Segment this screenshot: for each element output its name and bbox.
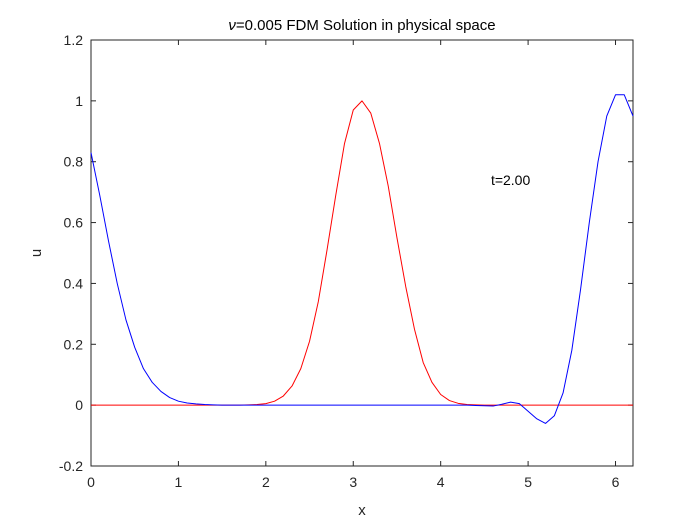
y-tick-label: 0.2 [64,336,84,352]
y-tick-label: 0.6 [64,215,84,231]
series-group [90,94,634,424]
y-axis-label: u [28,249,45,257]
series-line-2 [90,94,634,424]
y-tick-label: 0 [75,397,83,413]
y-tick-label: 0.8 [64,154,84,170]
x-tick-label: 3 [349,474,357,490]
x-tick-label: 5 [524,474,532,490]
y-tick-label: -0.2 [59,458,83,474]
y-tick-label: 1.2 [64,32,84,48]
time-annotation: t=2.00 [491,172,531,188]
x-tick-label: 1 [175,474,183,490]
x-tick-label: 4 [437,474,445,490]
x-axis-label: x [358,502,366,519]
axes-box [90,39,634,467]
chart-title-symbol: ν [228,17,236,34]
series-line-1 [91,100,633,406]
chart-title-rest: =0.005 FDM Solution in physical space [236,17,496,34]
chart-title: ν=0.005 FDM Solution in physical space [228,17,495,34]
x-tick-label: 6 [612,474,620,490]
y-tick-label: 0.4 [64,275,84,291]
y-tick-label: 1 [75,93,83,109]
y-axis-ticks: -0.2 0 0.2 0.4 0.6 0.8 1 1.2 [59,32,633,474]
x-axis-ticks: 0 1 2 3 4 5 6 [87,40,620,490]
x-tick-label: 2 [262,474,270,490]
x-tick-label: 0 [87,474,95,490]
